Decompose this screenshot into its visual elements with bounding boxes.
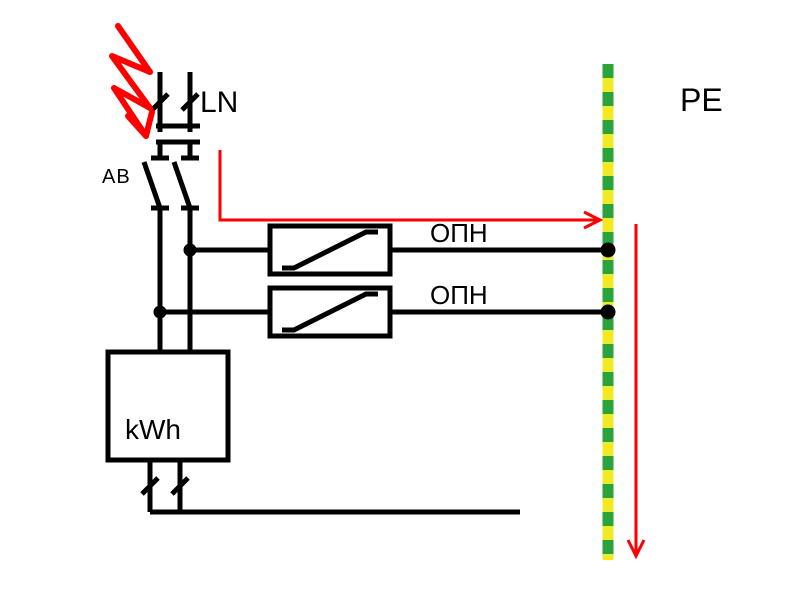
diagram-canvas: LN AB PE ОПН ОПН kWh [0,0,800,606]
schematic-lines [108,72,613,512]
lightning-icon [112,26,152,136]
surge-path-arrows [220,150,644,556]
label-pe: PE [680,82,723,119]
label-ab: AB [102,166,131,189]
label-ln: LN [200,86,238,120]
label-opn-2: ОПН [430,280,488,311]
label-kwh: kWh [125,414,181,446]
label-opn-1: ОПН [430,218,488,249]
